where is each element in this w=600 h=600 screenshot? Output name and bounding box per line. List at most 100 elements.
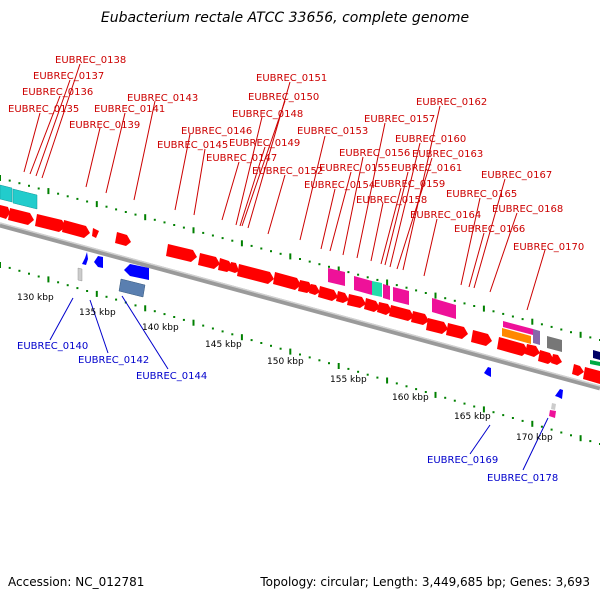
track-dot <box>540 323 543 326</box>
gene-label: EUBREC_0147 <box>206 153 277 164</box>
gene-arrow <box>273 272 301 290</box>
track-dot <box>105 295 108 298</box>
track-dot <box>540 425 543 428</box>
reverse-leader-lines <box>49 295 549 471</box>
gene-arrow <box>426 318 448 334</box>
gene-arrow <box>318 286 338 301</box>
track-dot <box>424 292 427 294</box>
track-dot <box>521 318 524 321</box>
track-dot <box>560 328 563 331</box>
gene-arrow <box>62 220 90 238</box>
gene-label-reverse: EUBREC_0144 <box>136 371 207 382</box>
gene-label-reverse: EUBREC_0140 <box>17 341 88 352</box>
track-dot <box>415 289 418 292</box>
track-dot <box>560 431 563 434</box>
track-dot <box>144 305 147 312</box>
track-dot <box>511 417 514 419</box>
track-dot <box>0 175 1 181</box>
track-dot <box>308 260 311 263</box>
backbone-highlight <box>0 222 600 387</box>
gene-label: EUBREC_0149 <box>229 138 300 149</box>
reverse-genes <box>77 252 563 418</box>
gene-arrow <box>583 367 600 384</box>
gene-label: EUBREC_0141 <box>94 104 165 115</box>
track-dot <box>47 276 50 283</box>
track-dot <box>279 347 282 350</box>
gene-label: EUBREC_0145 <box>157 140 228 151</box>
track-dot <box>482 305 485 312</box>
gene-label: EUBREC_0146 <box>181 126 252 137</box>
track-dot <box>163 221 166 224</box>
track-dot <box>589 336 592 339</box>
gene-arrow <box>446 323 468 339</box>
track-dot <box>444 396 447 399</box>
topology-text: Topology: circular; Length: 3,449,685 bp… <box>259 575 590 589</box>
track-dot <box>299 353 301 356</box>
gene-arrow-reverse <box>94 256 103 268</box>
gene-arrow <box>115 232 131 246</box>
track-dot <box>66 284 69 287</box>
track-dot <box>463 402 466 405</box>
track-dot <box>405 385 408 388</box>
track-dot <box>463 302 466 305</box>
kbp-ruler: 130 kbp 135 kbp 140 kbp 145 kbp 150 kbp … <box>17 293 553 443</box>
track-dot <box>347 367 350 370</box>
gene-arrow <box>218 258 233 272</box>
track-dot <box>124 211 127 213</box>
track-dot <box>502 312 505 315</box>
gene-arrow <box>389 305 414 321</box>
track-dot <box>366 276 369 279</box>
track-dot <box>192 319 195 326</box>
track-dot <box>192 227 195 234</box>
genome-backbone <box>0 222 600 391</box>
gene-label: EUBREC_0167 <box>481 170 552 181</box>
track-dot <box>386 279 389 286</box>
gene-label-reverse: EUBREC_0142 <box>78 355 149 366</box>
track-dot <box>318 263 321 266</box>
gene-label: EUBREC_0161 <box>391 163 462 174</box>
track-dot <box>570 331 572 334</box>
track-dot <box>182 318 185 321</box>
magenta-feature <box>432 298 456 319</box>
gene-arrow <box>572 364 584 376</box>
track-dot <box>376 376 379 379</box>
track-dot <box>57 281 60 284</box>
track-dot <box>8 266 11 269</box>
gene-arrow-reverse <box>124 264 149 280</box>
gray-small-feature <box>551 403 556 410</box>
gene-label: EUBREC_0136 <box>22 87 93 98</box>
gene-label: EUBREC_0156 <box>339 148 410 159</box>
gene-label: EUBREC_0138 <box>55 55 126 66</box>
gene-label: EUBREC_0148 <box>232 109 303 120</box>
gene-arrow <box>347 294 366 308</box>
gene-label: EUBREC_0158 <box>356 195 427 206</box>
gene-arrow <box>35 214 66 232</box>
track-dot <box>415 388 418 391</box>
track-dot <box>473 405 476 408</box>
track-dot <box>289 253 292 260</box>
track-dot <box>95 201 98 208</box>
track-dot <box>328 265 330 268</box>
gene-label: EUBREC_0153 <box>297 126 368 137</box>
kbp-tick-label: 155 kbp <box>330 375 367 385</box>
track-dot <box>357 370 360 373</box>
gene-arrow-reverse <box>484 367 491 377</box>
track-dot <box>18 182 21 185</box>
gene-label: EUBREC_0143 <box>127 93 198 104</box>
gene-arrow <box>525 344 540 357</box>
track-dot <box>134 213 137 216</box>
gene-arrow-reverse <box>555 389 563 399</box>
teal-feature <box>0 184 13 203</box>
gene-label: EUBREC_0162 <box>416 97 487 108</box>
track-dot <box>163 313 166 316</box>
track-dot <box>202 324 205 327</box>
track-dot <box>492 411 495 414</box>
track-dot <box>173 224 176 226</box>
track-dot <box>57 192 60 195</box>
gray-small-feature <box>77 267 83 282</box>
track-dot <box>250 244 253 247</box>
track-dot <box>115 208 118 211</box>
gene-arrow <box>336 291 349 303</box>
track-dot <box>511 315 514 318</box>
track-dot <box>550 325 553 328</box>
